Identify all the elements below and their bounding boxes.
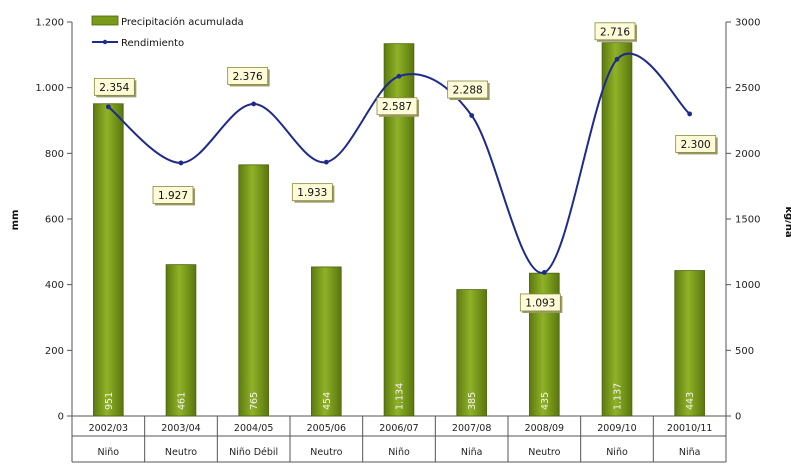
line-series-path [107, 52, 691, 274]
line-point [251, 101, 257, 107]
legend-bar-label: Precipitación acumulada [121, 16, 244, 28]
legend-line-label: Rendimiento [121, 38, 184, 49]
callout-box [376, 97, 418, 116]
y-right-tick-label: 0 [735, 412, 741, 423]
bar [674, 270, 705, 417]
phase-label: Neutro [310, 447, 342, 458]
y-left-tick-label: 0 [58, 412, 64, 423]
x-tick-label: 2007/08 [452, 423, 491, 434]
bar-value-label: 385 [467, 392, 478, 410]
line-point [396, 73, 402, 79]
line-value-label: 1.933 [297, 187, 327, 199]
y-axis-right: 0 500 1000 1500 2000 2500 3000 [726, 18, 760, 423]
bar-value-label: 454 [322, 392, 333, 410]
y-right-tick-label: 2500 [735, 83, 760, 94]
y-right-tick-label: 2000 [735, 149, 760, 160]
line-value-label: 2.716 [600, 26, 630, 38]
y-axis-right-label: kg/ha [783, 206, 791, 237]
phase-label: Neutro [165, 447, 197, 458]
y-axis-left-label: mm [10, 210, 21, 231]
line-point [687, 111, 693, 117]
bar [456, 289, 487, 417]
phase-label: Niño [98, 447, 120, 458]
bar-value-label: 951 [104, 392, 115, 410]
line-point [541, 270, 547, 275]
callout-box [594, 22, 636, 41]
callout-box [93, 77, 135, 96]
phase-label: Niño [606, 447, 628, 458]
callout-box [291, 183, 333, 202]
line-point [105, 104, 111, 110]
y-left-tick-label: 400 [45, 280, 64, 291]
line-value-label: 1.927 [158, 190, 188, 202]
bar-value-label: 1.137 [613, 383, 624, 410]
phase-label: Neutro [528, 447, 560, 458]
line-point [178, 160, 184, 166]
y-left-tick-label: 800 [45, 149, 64, 160]
bar [93, 103, 124, 417]
x-tick-label: 2003/04 [161, 423, 200, 434]
legend-bar-swatch [91, 15, 119, 26]
line-series [105, 52, 693, 275]
y-right-tick-label: 1000 [735, 280, 760, 291]
legend: Precipitación acumulada Rendimiento [91, 15, 244, 49]
line-point [469, 113, 475, 118]
line-value-labels: 2.354 1.927 2.376 1.933 2.587 2.288 1.093 2.716… [93, 22, 718, 313]
y-left-tick-label: 1.200 [35, 18, 64, 29]
x-tick-label: 2008/09 [525, 423, 564, 434]
phase-label: Niño Débil [229, 447, 278, 458]
y-axis-left: 0 200 400 600 800 1.000 1.200 [35, 18, 72, 423]
callout-box [675, 135, 717, 153]
bar [601, 42, 633, 417]
line-value-label: 2.354 [99, 82, 129, 94]
y-left-tick-label: 600 [45, 215, 64, 226]
y-right-tick-label: 500 [735, 346, 754, 357]
bar-value-label: 1.134 [395, 383, 406, 410]
bar-value-label: 765 [249, 392, 260, 410]
bar [311, 266, 342, 417]
bar-value-label: 443 [685, 392, 696, 410]
line-value-label: 2.300 [681, 139, 711, 151]
x-tick-label: 2004/05 [234, 423, 273, 434]
line-value-label: 2.587 [382, 101, 412, 113]
bar-value-label: 461 [177, 392, 188, 410]
line-point [323, 159, 329, 165]
bar [165, 264, 197, 417]
line-point [614, 56, 620, 62]
callout-box [447, 80, 489, 99]
x-tick-label: 2002/03 [89, 423, 128, 434]
bar [238, 164, 269, 417]
y-right-tick-label: 1500 [735, 215, 760, 226]
phase-label: Niño [388, 447, 410, 458]
category-table: 2002/03 Niño 2003/04 Neutro 2004/05 Niño Débi… [71, 416, 727, 463]
line-value-label: 1.093 [525, 297, 555, 309]
y-left-tick-label: 200 [45, 346, 64, 357]
y-left-tick-label: 1.000 [35, 83, 64, 94]
callout-box [519, 293, 561, 312]
phase-label: Niña [461, 447, 483, 458]
y-right-tick-label: 3000 [735, 18, 760, 29]
legend-line-marker [102, 39, 108, 45]
line-value-label: 2.288 [453, 85, 483, 97]
callout-box [152, 186, 194, 204]
bar-value-label: 435 [540, 392, 551, 410]
line-value-label: 2.376 [233, 71, 263, 83]
x-tick-label: 2005/06 [307, 423, 346, 434]
x-tick-label: 2009/10 [597, 423, 636, 434]
callout-box [227, 67, 269, 85]
phase-label: Niña [679, 447, 701, 458]
x-tick-label: 20010/11 [667, 423, 713, 434]
x-tick-label: 2006/07 [379, 423, 418, 434]
